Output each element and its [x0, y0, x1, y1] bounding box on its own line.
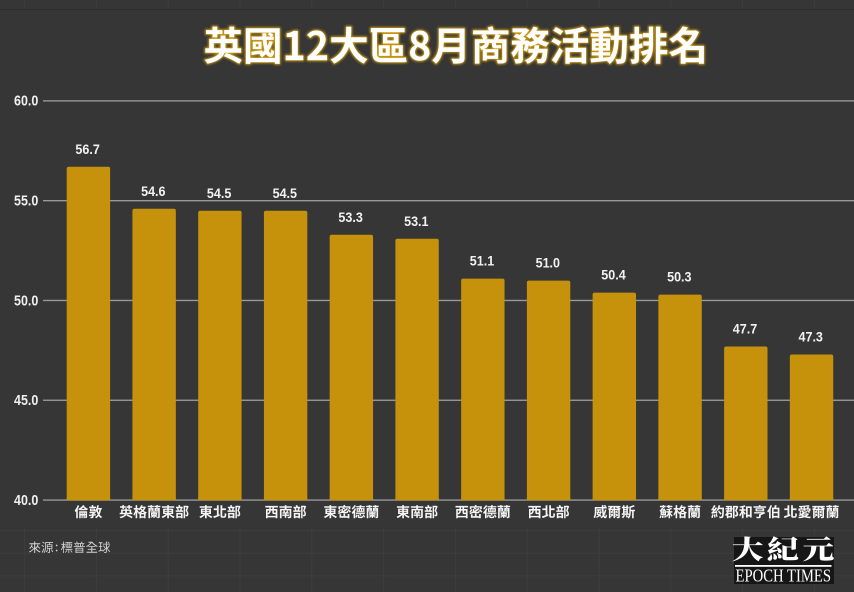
- svg-text:53.3: 53.3: [338, 209, 363, 225]
- svg-text:EPOCH TIMES: EPOCH TIMES: [736, 566, 832, 586]
- svg-text:54.5: 54.5: [273, 185, 298, 201]
- svg-text:51.1: 51.1: [470, 253, 495, 269]
- svg-text:56.7: 56.7: [75, 141, 100, 157]
- svg-text:45.0: 45.0: [14, 392, 38, 409]
- svg-text:50.0: 50.0: [14, 292, 38, 309]
- svg-text:60.0: 60.0: [14, 93, 38, 110]
- svg-text:55.0: 55.0: [14, 193, 38, 210]
- svg-text:50.4: 50.4: [601, 267, 626, 283]
- svg-text:54.6: 54.6: [141, 183, 166, 199]
- svg-text:53.1: 53.1: [404, 213, 429, 229]
- svg-text:54.5: 54.5: [207, 185, 232, 201]
- svg-text:47.3: 47.3: [799, 329, 824, 345]
- svg-text:47.7: 47.7: [733, 321, 758, 337]
- svg-text:51.0: 51.0: [536, 255, 561, 271]
- svg-text:50.3: 50.3: [667, 269, 692, 285]
- svg-text:40.0: 40.0: [14, 492, 38, 509]
